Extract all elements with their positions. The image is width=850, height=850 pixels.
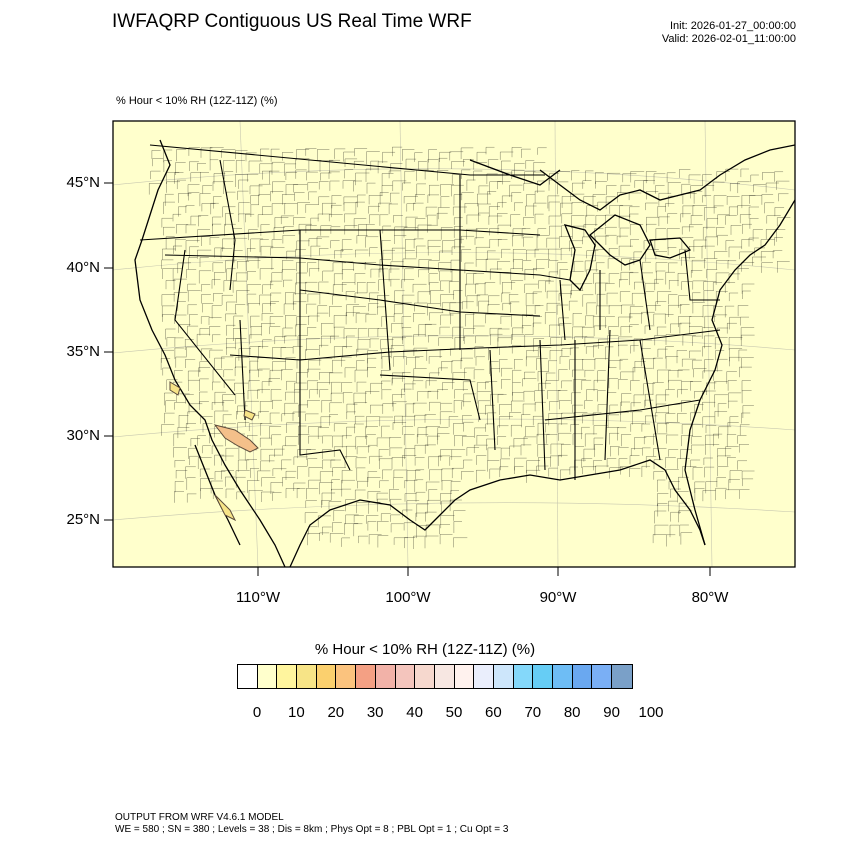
state-boundaries <box>139 144 721 480</box>
field-subtitle: % Hour < 10% RH (12Z-11Z) (%) <box>116 95 278 107</box>
lat-label-45: 45°N <box>66 174 100 191</box>
colorbar-swatch <box>474 665 494 688</box>
lat-label-35: 35°N <box>66 343 100 360</box>
colorbar-swatch <box>592 665 613 688</box>
colorbar-swatch <box>454 665 475 688</box>
colorbar-label: 80 <box>563 704 581 721</box>
colorbar-label: 50 <box>445 704 463 721</box>
axis-ticks <box>104 182 711 576</box>
colorbar-swatch <box>533 665 553 688</box>
colorbar-label: 70 <box>524 704 542 721</box>
dry-area-contours <box>169 381 259 522</box>
lat-label-40: 40°N <box>66 259 100 276</box>
lat-label-30: 30°N <box>66 427 100 444</box>
colorbar-label: 20 <box>327 704 345 721</box>
model-info-line2: WE = 580 ; SN = 380 ; Levels = 38 ; Dis … <box>115 824 509 835</box>
lon-label-100: 100°W <box>385 589 431 606</box>
colorbar-swatch <box>257 665 278 688</box>
colorbar <box>237 664 633 689</box>
colorbar-swatch <box>415 665 435 688</box>
lat-label-25: 25°N <box>66 511 100 528</box>
colorbar-label: 100 <box>638 704 664 721</box>
colorbar-title: % Hour < 10% RH (12Z-11Z) (%) <box>314 641 536 658</box>
valid-time: Valid: 2026-02-01_11:00:00 <box>661 33 796 45</box>
colorbar-swatch <box>297 665 317 688</box>
colorbar-swatch <box>612 665 632 688</box>
colorbar-swatch <box>277 665 298 688</box>
map-frame <box>112 120 796 568</box>
colorbar-swatch <box>513 665 534 688</box>
colorbar-label: 0 <box>252 704 262 721</box>
colorbar-swatch <box>316 665 337 688</box>
colorbar-swatch <box>553 665 573 688</box>
colorbar-swatch <box>493 665 514 688</box>
lon-label-110: 110°W <box>235 589 281 606</box>
colorbar-label: 30 <box>366 704 384 721</box>
model-info: OUTPUT FROM WRF V4.6.1 MODEL WE = 580 ; … <box>115 812 508 836</box>
lon-label-80: 80°W <box>691 589 729 606</box>
model-info-line1: OUTPUT FROM WRF V4.6.1 MODEL <box>115 812 284 823</box>
colorbar-swatch <box>375 665 396 688</box>
colorbar-swatch <box>434 665 455 688</box>
map-title: IWFAQRP Contiguous US Real Time WRF <box>112 11 472 32</box>
colorbar-swatch <box>356 665 376 688</box>
colorbar-swatch <box>395 665 416 688</box>
colorbar-swatch <box>572 665 593 688</box>
colorbar-label: 60 <box>485 704 502 721</box>
run-times: Init: 2026-01-27_00:00:00 Valid: 2026-02… <box>662 20 796 46</box>
colorbar-swatch <box>238 665 258 688</box>
colorbar-label: 40 <box>406 704 423 721</box>
colorbar-label: 90 <box>603 704 620 721</box>
county-boundaries <box>149 146 791 549</box>
county-lines <box>149 146 791 549</box>
colorbar-swatch <box>336 665 357 688</box>
init-time: Init: 2026-01-27_00:00:00 <box>670 20 796 32</box>
colorbar-label: 10 <box>288 704 305 721</box>
lon-label-90: 90°W <box>539 589 577 606</box>
